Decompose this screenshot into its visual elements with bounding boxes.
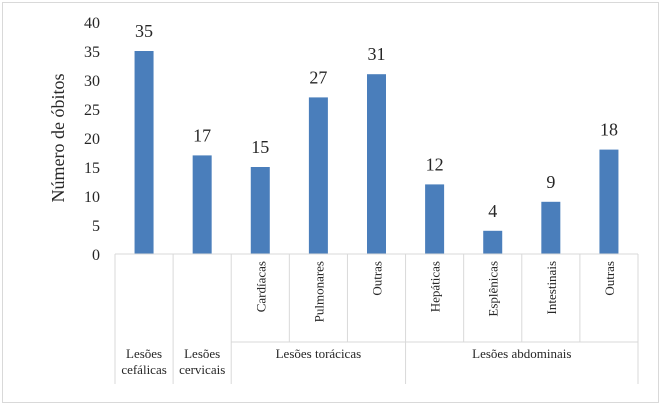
y-tick-label: 10 <box>84 189 100 206</box>
x-subcategory-label: Hepáticas <box>428 261 443 312</box>
bar <box>134 51 154 254</box>
y-axis-title: Número de óbitos <box>48 74 68 203</box>
bar-value-label: 31 <box>368 44 386 64</box>
x-subcategory-label: Esplênicas <box>486 261 501 317</box>
bars <box>134 51 619 255</box>
bar <box>308 97 328 255</box>
x-subcategory-label: Outras <box>602 261 617 296</box>
y-tick-label: 35 <box>84 44 100 61</box>
bar <box>483 230 503 254</box>
y-tick-label: 30 <box>84 73 100 90</box>
bar <box>367 74 386 254</box>
y-tick-label: 25 <box>84 102 100 119</box>
x-subcategory-label: Pulmonares <box>311 261 326 322</box>
x-group-label: Lesões torácicas <box>276 346 362 361</box>
bar-value-label: 12 <box>426 154 444 174</box>
y-tick-label: 40 <box>84 15 100 32</box>
bar <box>599 149 619 254</box>
bar-value-label: 4 <box>488 201 497 221</box>
y-tick-label: 15 <box>84 160 100 177</box>
x-group-label: Lesões <box>184 346 220 361</box>
x-group-label: Lesões <box>126 346 162 361</box>
y-axis-ticks: 0 5 10 15 20 25 30 35 40 <box>84 15 100 264</box>
x-axis: Cardíacas Pulmonares Outras Hepáticas Esplên… <box>114 253 639 384</box>
bar-value-label: 9 <box>546 172 555 192</box>
x-group-label: cervicais <box>179 362 225 377</box>
y-tick-label: 0 <box>92 247 100 264</box>
bar-value-label: 17 <box>193 125 211 145</box>
bar-value-label: 15 <box>251 137 269 157</box>
data-labels: 35 17 15 27 31 12 4 9 18 <box>135 21 618 221</box>
bar <box>425 184 445 254</box>
x-subcategory-label: Outras <box>370 261 385 296</box>
x-group-label: Lesões abdominais <box>472 346 571 361</box>
bar <box>250 167 270 254</box>
y-tick-label: 20 <box>84 131 100 148</box>
x-group-label: cefálicas <box>121 362 166 377</box>
bar <box>192 155 212 254</box>
bar-value-label: 27 <box>309 67 327 87</box>
y-axis-label-group: Número de óbitos <box>48 74 68 203</box>
bar-value-label: 35 <box>135 21 153 41</box>
bar <box>541 201 561 254</box>
bar-value-label: 18 <box>600 120 618 140</box>
x-subcategory-label: Cardíacas <box>253 261 268 312</box>
x-subcategory-label: Intestinais <box>544 261 559 314</box>
y-tick-label: 5 <box>92 218 100 235</box>
